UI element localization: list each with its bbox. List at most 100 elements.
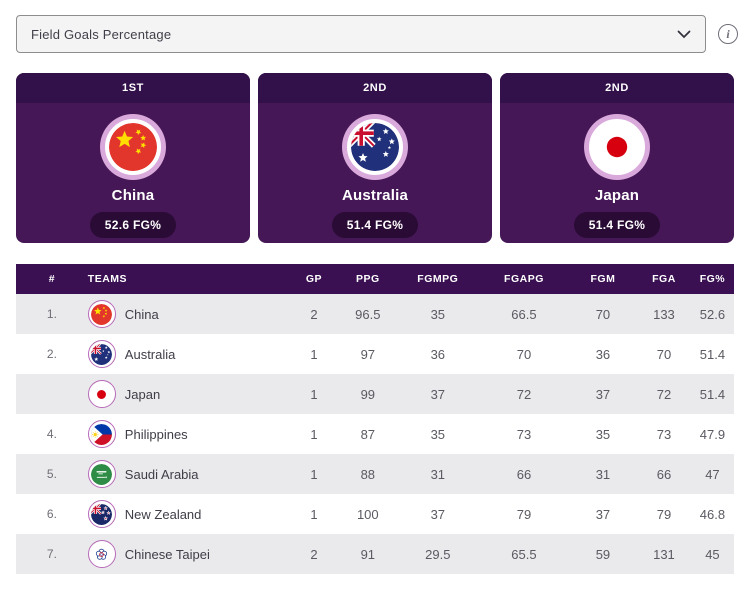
fga-cell: 133	[653, 306, 675, 322]
ppg-cell: 87	[360, 426, 376, 442]
stat-category-select[interactable]: Field Goals Percentage	[16, 15, 706, 53]
podium-section: 1ST China 52.6 FG% 2ND Australia 51.4 FG…	[16, 73, 734, 243]
rank-cell: 7.	[46, 547, 57, 561]
team-cell: New Zealand	[87, 494, 289, 534]
fga-cell: 70	[656, 346, 672, 362]
podium-stat-badge: 51.4 FG%	[573, 212, 661, 238]
column-header-ppg[interactable]: PPG	[339, 264, 397, 294]
podium-rank-band: 2ND	[258, 73, 492, 103]
table-header-row: # TEAMS GP PPG FGMPG FGAPG FGM FGA FG%	[16, 264, 734, 294]
fga-cell: 79	[656, 506, 672, 522]
column-header-fgm[interactable]: FGM	[568, 264, 638, 294]
table-row[interactable]: 7. Chinese Taipei 2 91 29.5 65.5 59 131 45	[16, 534, 734, 574]
fgmpg-cell: 37	[430, 386, 446, 402]
team-name: Philippines	[124, 426, 188, 442]
podium-team-name: Japan	[594, 187, 640, 204]
podium-team-name: Australia	[342, 187, 408, 204]
team-cell: China	[87, 294, 289, 334]
rank-cell: 5.	[46, 467, 57, 481]
ppg-cell: 91	[360, 546, 376, 562]
stats-table: # TEAMS GP PPG FGMPG FGAPG FGM FGA FG% 1…	[16, 264, 734, 574]
flag-japan-icon	[87, 380, 116, 408]
ppg-cell: 88	[360, 466, 376, 482]
table-row[interactable]: Japan 1 99 37 72 37 72 51.4	[16, 374, 734, 414]
podium-team-name: China	[111, 187, 155, 204]
flag-china-icon	[87, 300, 116, 328]
column-header-fgmpg[interactable]: FGMPG	[396, 264, 480, 294]
fgpct-cell: 47.9	[699, 426, 726, 442]
team-cell: Saudi Arabia	[87, 454, 289, 494]
team-cell: Chinese Taipei	[87, 534, 289, 574]
flag-japan-icon	[589, 119, 645, 175]
selected-option-label: Field Goals Percentage	[31, 26, 172, 42]
rank-cell: 4.	[46, 427, 57, 441]
fgpct-cell: 51.4	[699, 346, 726, 362]
filter-bar: Field Goals Percentage i	[16, 15, 738, 53]
fga-cell: 131	[653, 546, 675, 562]
fgm-cell: 31	[595, 466, 611, 482]
rank-cell: 6.	[46, 507, 57, 521]
gp-cell: 2	[310, 546, 318, 562]
column-header-fga[interactable]: FGA	[637, 264, 691, 294]
team-cell: Australia	[87, 334, 289, 374]
fgapg-cell: 73	[516, 426, 532, 442]
podium-rank-label: 1ST	[122, 82, 144, 94]
podium-rank-label: 2ND	[605, 82, 629, 94]
podium-card-japan: 2ND Japan 51.4 FG%	[500, 73, 734, 243]
podium-stat-badge: 51.4 FG%	[331, 212, 419, 238]
table-row[interactable]: 2. Australia 1 97 36 70 36 70 51.4	[16, 334, 734, 374]
table-row[interactable]: 4. Philippines 1 87 35 73 35 73 47.9	[16, 414, 734, 454]
podium-rank-band: 2ND	[500, 73, 734, 103]
column-header-fgapg[interactable]: FGAPG	[479, 264, 569, 294]
ppg-cell: 99	[360, 386, 376, 402]
table-row[interactable]: 5. Saudi Arabia 1 88 31 66 31 66 47	[16, 454, 734, 494]
fgm-cell: 35	[595, 426, 611, 442]
gp-cell: 1	[310, 466, 318, 482]
ppg-cell: 96.5	[355, 306, 381, 322]
fgpct-cell: 52.6	[699, 306, 726, 322]
flag-australia-icon	[347, 119, 403, 175]
podium-card-china: 1ST China 52.6 FG%	[16, 73, 250, 243]
chevron-down-icon	[677, 30, 691, 39]
fgm-cell: 37	[595, 506, 611, 522]
gp-cell: 1	[310, 426, 318, 442]
column-header-gp[interactable]: GP	[288, 264, 340, 294]
gp-cell: 1	[310, 506, 318, 522]
fgpct-cell: 51.4	[699, 386, 726, 402]
flag-newzealand-icon	[87, 500, 116, 528]
fgm-cell: 70	[595, 306, 611, 322]
column-header-teams[interactable]: TEAMS	[87, 264, 289, 294]
table-row[interactable]: 1. China 2 96.5 35 66.5 70 133 52.6	[16, 294, 734, 334]
team-cell: Philippines	[87, 414, 289, 454]
fgapg-cell: 79	[516, 506, 532, 522]
fgapg-cell: 72	[516, 386, 532, 402]
team-name: China	[124, 306, 159, 322]
podium-card-australia: 2ND Australia 51.4 FG%	[258, 73, 492, 243]
team-cell: Japan	[87, 374, 289, 414]
column-header-fgpct[interactable]: FG%	[690, 264, 734, 294]
fgapg-cell: 70	[516, 346, 532, 362]
team-name: Saudi Arabia	[124, 466, 199, 482]
team-name: Chinese Taipei	[124, 546, 210, 562]
column-header-rank[interactable]: #	[16, 264, 88, 294]
podium-rank-label: 2ND	[363, 82, 387, 94]
gp-cell: 1	[310, 386, 318, 402]
flag-chinesetaipei-icon	[87, 540, 116, 568]
fgmpg-cell: 35	[430, 426, 446, 442]
table-body: 1. China 2 96.5 35 66.5 70 133 52.6 2. Australi…	[16, 294, 734, 574]
gp-cell: 2	[310, 306, 318, 322]
fgmpg-cell: 29.5	[425, 546, 451, 562]
fgm-cell: 37	[595, 386, 611, 402]
ppg-cell: 97	[360, 346, 376, 362]
flag-china-icon	[105, 119, 161, 175]
fgpct-cell: 45	[705, 546, 720, 562]
table-row[interactable]: 6. New Zealand 1 100 37 79 37 79 46.8	[16, 494, 734, 534]
team-name: Japan	[124, 386, 161, 402]
flag-saudiarabia-icon	[87, 460, 116, 488]
info-icon[interactable]: i	[718, 24, 738, 44]
fgpct-cell: 47	[705, 466, 720, 482]
fgm-cell: 59	[595, 546, 611, 562]
fgpct-cell: 46.8	[699, 506, 726, 522]
team-name: New Zealand	[124, 506, 202, 522]
rank-cell: 1.	[46, 307, 57, 321]
